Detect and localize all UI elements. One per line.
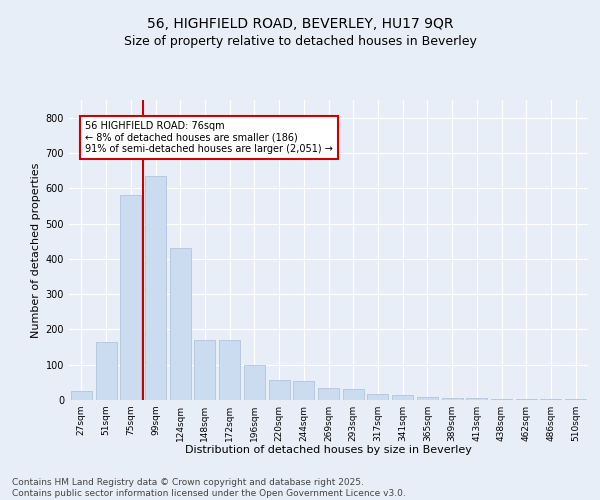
Bar (293, 380, 314, 400)
Bar (491, 399, 512, 400)
Bar (392, 394, 413, 400)
Bar (219, 340, 240, 400)
X-axis label: Distribution of detached houses by size in Beverley: Distribution of detached houses by size … (185, 446, 472, 456)
Bar (417, 397, 438, 400)
Bar (442, 398, 463, 400)
Bar (318, 388, 339, 400)
Text: Contains HM Land Registry data © Crown copyright and database right 2025.
Contai: Contains HM Land Registry data © Crown c… (12, 478, 406, 498)
Bar (343, 390, 364, 400)
Bar (170, 248, 191, 400)
Bar (367, 394, 388, 400)
Bar (269, 380, 290, 400)
Y-axis label: Number of detached properties: Number of detached properties (31, 162, 41, 338)
Bar (145, 176, 166, 400)
Text: Size of property relative to detached houses in Beverley: Size of property relative to detached ho… (124, 35, 476, 48)
Bar (194, 340, 215, 400)
Text: 56 HIGHFIELD ROAD: 76sqm
← 8% of detached houses are smaller (186)
91% of semi-d: 56 HIGHFIELD ROAD: 76sqm ← 8% of detache… (85, 121, 333, 154)
Bar (244, 364, 265, 400)
Bar (466, 398, 487, 400)
Bar (120, 196, 141, 400)
Bar (71, 391, 92, 400)
Text: 56, HIGHFIELD ROAD, BEVERLEY, HU17 9QR: 56, HIGHFIELD ROAD, BEVERLEY, HU17 9QR (147, 18, 453, 32)
Bar (95, 342, 116, 400)
